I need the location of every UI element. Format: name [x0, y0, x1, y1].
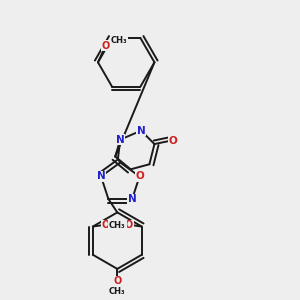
Text: O: O	[169, 136, 178, 146]
Text: O: O	[101, 41, 110, 51]
Text: N: N	[137, 126, 146, 136]
Text: N: N	[97, 171, 105, 182]
Text: N: N	[128, 194, 136, 204]
Text: O: O	[101, 220, 110, 230]
Text: O: O	[113, 276, 122, 286]
Text: N: N	[116, 135, 125, 145]
Text: O: O	[135, 171, 144, 182]
Text: CH₃: CH₃	[108, 220, 125, 230]
Text: CH₃: CH₃	[110, 220, 126, 230]
Text: O: O	[125, 220, 133, 230]
Text: CH₃: CH₃	[109, 287, 126, 296]
Text: CH₃: CH₃	[111, 36, 128, 45]
